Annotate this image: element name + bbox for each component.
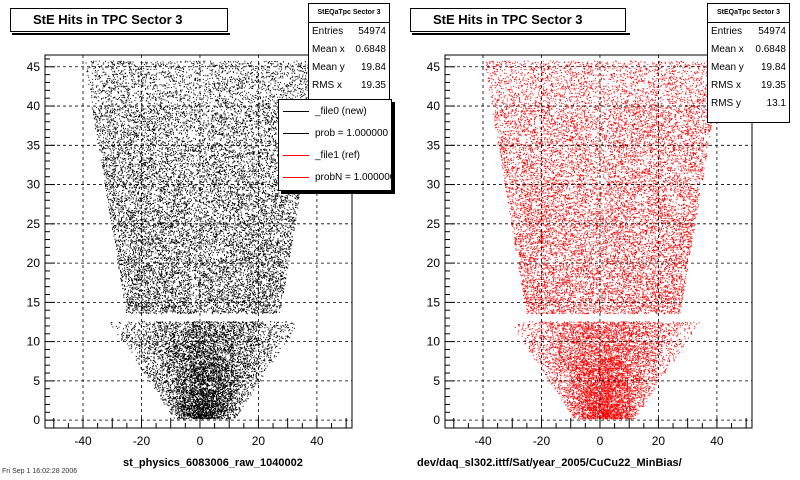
stats-label: Mean y	[312, 62, 345, 73]
stats-value: 19.84	[360, 62, 386, 73]
y-tick-label: 30	[427, 178, 441, 192]
stats-label: Mean y	[711, 62, 744, 73]
stats-label: Entries	[312, 26, 344, 37]
stats-box: StEQaTpc Sector 3 Entries 54974 Mean x 0.6…	[308, 3, 390, 105]
x-axis-title: st_physics_6083006_raw_1040002	[123, 457, 303, 469]
y-tick-label: 30	[27, 178, 41, 192]
legend-swatch	[283, 132, 309, 134]
stats-row: Entries 54974	[708, 23, 789, 41]
legend-entry: prob = 1.000000	[279, 122, 391, 144]
left-panel: StE Hits in TPC Sector 3 StEQaTpc Sector…	[2, 3, 392, 475]
stats-row: Entries 54974	[309, 23, 389, 41]
y-tick-label: 25	[427, 217, 441, 231]
legend: _file0 (new) prob = 1.000000 _file1 (ref…	[278, 99, 392, 191]
stats-label: RMS x	[312, 80, 342, 91]
stats-value: 19.84	[760, 62, 786, 73]
stats-value: 19.35	[360, 80, 386, 91]
plot-area: -40 -20 0 20 40 0 5 10 15 20 25 30 35 40 45	[427, 54, 753, 448]
legend-swatch	[283, 110, 309, 112]
stats-value: 0.6848	[755, 44, 786, 55]
stats-value: 54974	[358, 26, 386, 37]
stats-label: RMS y	[711, 98, 741, 109]
stats-value: 0.6848	[355, 44, 386, 55]
y-tick-label: 45	[27, 60, 41, 74]
y-tick-label: 20	[27, 256, 41, 270]
y-tick-label: 0	[33, 413, 40, 427]
y-tick-label: 20	[427, 256, 441, 270]
x-tick-label: 20	[652, 434, 666, 448]
legend-label: prob = 1.000000	[315, 127, 389, 139]
x-tick-label: 0	[197, 434, 204, 448]
x-tick-label: 20	[252, 434, 266, 448]
x-axis-title: dev/daq_sl302.ittf/Sat/year_2005/CuCu22_…	[417, 457, 682, 469]
title-shadow	[12, 33, 230, 35]
legend-label: _file1 (ref)	[315, 149, 361, 161]
title-shadow	[412, 33, 630, 35]
stats-label: RMS x	[711, 80, 741, 91]
legend-entry: _file0 (new)	[279, 100, 391, 122]
legend-label: probN = 1.000000	[315, 171, 392, 183]
y-tick-label: 0	[433, 413, 440, 427]
stats-label: Mean x	[312, 44, 345, 55]
legend-swatch	[283, 154, 309, 156]
y-tick-label: 15	[27, 295, 41, 309]
x-tick-label: -40	[74, 434, 92, 448]
x-tick-label: 40	[310, 434, 324, 448]
y-tick-label: 35	[27, 138, 41, 152]
stats-row: Mean y 19.84	[309, 59, 389, 77]
legend-label: _file0 (new)	[315, 105, 367, 117]
stats-label: Entries	[711, 26, 743, 37]
stats-row: RMS x 19.35	[708, 77, 789, 95]
right-panel: StE Hits in TPC Sector 3 StEQaTpc Sector…	[400, 0, 800, 480]
legend-swatch	[283, 176, 309, 178]
hit-points	[85, 60, 322, 420]
x-tick-label: 0	[597, 434, 604, 448]
chart-title: StE Hits in TPC Sector 3	[10, 8, 228, 32]
y-tick-label: 10	[427, 335, 441, 349]
chart-title: StE Hits in TPC Sector 3	[410, 8, 626, 32]
stats-value: 54974	[758, 26, 786, 37]
y-tick-label: 10	[27, 335, 41, 349]
stats-value: 19.35	[760, 80, 786, 91]
y-tick-label: 35	[427, 138, 441, 152]
stats-name: StEQaTpc Sector 3	[309, 4, 389, 23]
y-tick-label: 25	[27, 217, 41, 231]
print-timestamp: Fri Sep 1 16:02:28 2006	[2, 468, 78, 475]
y-tick-label: 5	[433, 374, 440, 388]
x-tick-label: 40	[710, 434, 724, 448]
legend-entry: probN = 1.000000	[279, 166, 391, 188]
stats-box: StEQaTpc Sector 3 Entries 54974 Mean x 0.6…	[707, 3, 790, 123]
y-tick-label: 15	[427, 295, 441, 309]
stats-row: RMS y 13.1	[708, 95, 789, 113]
stats-row: Mean y 19.84	[708, 59, 789, 77]
x-tick-label: -20	[533, 434, 551, 448]
stats-row: Mean x 0.6848	[708, 41, 789, 59]
stats-value: 13.1	[766, 98, 786, 109]
x-tick-label: -20	[133, 434, 151, 448]
stats-row: RMS x 19.35	[309, 77, 389, 95]
y-tick-label: 40	[427, 99, 441, 113]
y-tick-label: 45	[427, 60, 441, 74]
stats-label: Mean x	[711, 44, 744, 55]
stats-name: StEQaTpc Sector 3	[708, 4, 789, 23]
y-tick-label: 40	[27, 99, 41, 113]
legend-entry: _file1 (ref)	[279, 144, 391, 166]
stats-row: Mean x 0.6848	[309, 41, 389, 59]
hit-points	[485, 60, 722, 420]
x-tick-label: -40	[474, 434, 492, 448]
y-tick-label: 5	[33, 374, 40, 388]
